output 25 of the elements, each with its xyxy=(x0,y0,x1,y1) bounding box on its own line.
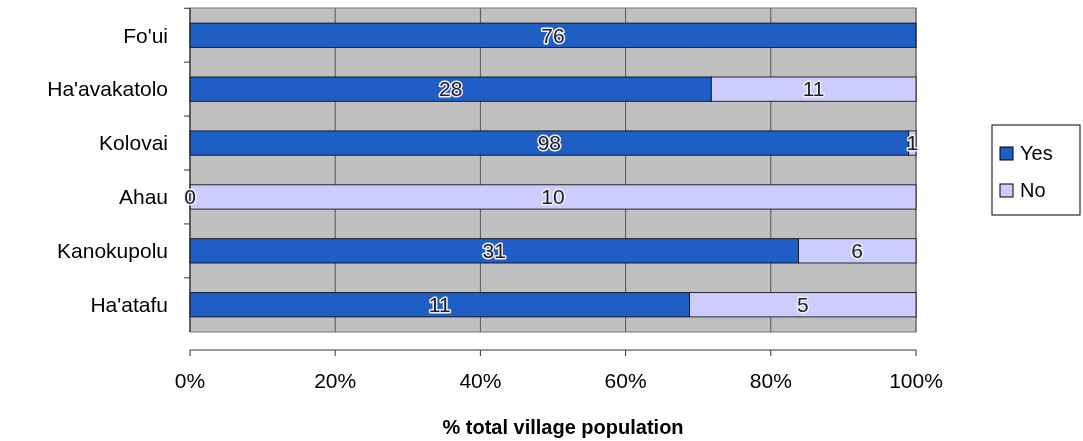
y-tick-label: Ha'atafu xyxy=(90,293,168,317)
annotation: 5 xyxy=(796,293,809,317)
x-tick-label: 100% xyxy=(889,369,943,392)
y-tick-label: Kolovai xyxy=(99,131,168,155)
annotation: 76 xyxy=(541,23,565,47)
x-tick-label: 60% xyxy=(604,369,647,392)
y-tick-label: Fo'ui xyxy=(123,23,168,47)
annotation: 10 xyxy=(541,185,565,209)
y-tick-label: Kanokupolu xyxy=(57,239,168,263)
bar xyxy=(189,22,917,48)
legend-label: Yes xyxy=(1020,142,1053,164)
legend-label: No xyxy=(1020,179,1046,201)
annotation: 28 xyxy=(438,77,463,101)
annotation: 98 xyxy=(537,131,562,155)
x-tick-label: 80% xyxy=(749,369,792,392)
annotation: 6 xyxy=(851,239,864,263)
x-tick-label: 20% xyxy=(314,369,357,392)
annotation: 31 xyxy=(482,239,506,263)
y-tick-label: Ahau xyxy=(118,185,168,209)
x-tick-label: 0% xyxy=(174,369,206,392)
annotation: 11 xyxy=(802,77,825,101)
x-axis-title: % total village population xyxy=(442,416,684,438)
x-tick-label: 40% xyxy=(459,369,502,392)
annotation: 11 xyxy=(428,293,451,317)
y-tick-label: Ha'avakatolo xyxy=(47,77,168,101)
